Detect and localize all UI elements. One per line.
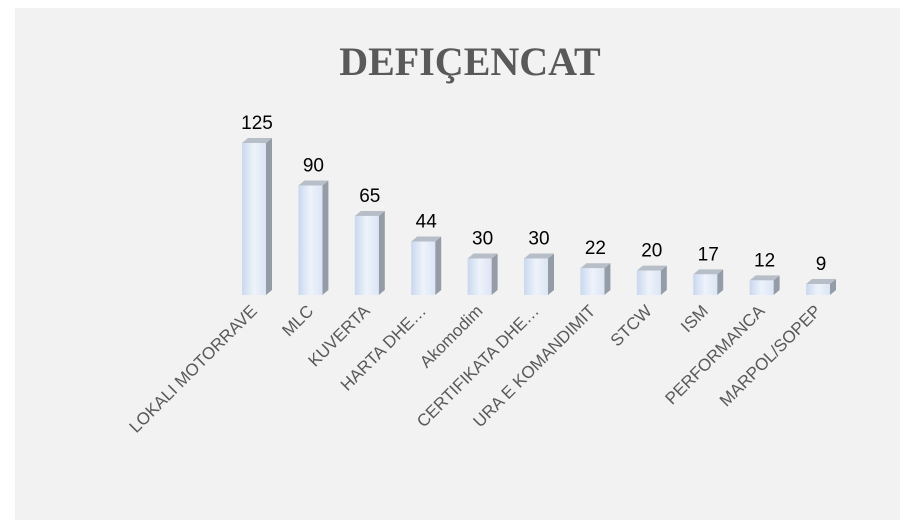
bar [411, 236, 442, 295]
bar [524, 253, 554, 295]
bar-side [548, 253, 554, 295]
value-label: 65 [359, 186, 380, 207]
bar [467, 253, 498, 295]
bar [298, 180, 329, 295]
bar-top [806, 279, 836, 285]
bar-front [636, 270, 661, 295]
value-label: 22 [585, 238, 606, 259]
bar-top [411, 236, 442, 242]
chart-background [15, 8, 900, 520]
bar-side [773, 275, 780, 295]
bar-front [580, 268, 605, 295]
chart-title: DEFIÇENCAT [339, 39, 601, 84]
bar-top [580, 263, 611, 269]
bar-top [693, 269, 724, 275]
value-label: 17 [698, 244, 719, 265]
bar-side [435, 236, 442, 295]
bar-front [242, 143, 266, 295]
value-label: 20 [641, 241, 662, 262]
bar-front [354, 215, 379, 295]
bar-top [636, 265, 667, 271]
bar-side [604, 263, 611, 295]
bar-side [830, 279, 836, 295]
bar [693, 269, 724, 295]
bar-top [298, 180, 329, 186]
bar-top [749, 275, 780, 281]
bar-side [660, 265, 667, 295]
bar-top [467, 253, 498, 259]
bar-side [322, 180, 329, 295]
value-label: 30 [528, 229, 549, 250]
bar [749, 275, 780, 295]
value-label: 9 [816, 254, 827, 275]
bar-side [717, 269, 724, 295]
value-label: 44 [416, 211, 438, 232]
bar-side [266, 138, 272, 295]
bar [580, 263, 611, 295]
bar-top [524, 253, 554, 259]
bar [354, 210, 385, 295]
bar [242, 138, 272, 295]
bar [806, 279, 836, 295]
bar-front [806, 284, 830, 295]
bar-front [298, 185, 323, 295]
value-label: 12 [754, 250, 775, 271]
bar-front [467, 258, 492, 295]
value-label: 125 [241, 113, 273, 134]
bar-side [378, 210, 385, 295]
bar-top [354, 210, 385, 216]
bar-front [411, 241, 436, 295]
value-label: 30 [472, 229, 493, 250]
bar-front [749, 280, 774, 295]
bar-top [242, 138, 272, 143]
bar-side [491, 253, 498, 295]
bar [636, 265, 667, 295]
bar-front [693, 274, 718, 295]
bar-front [524, 258, 548, 295]
value-label: 90 [303, 156, 324, 177]
